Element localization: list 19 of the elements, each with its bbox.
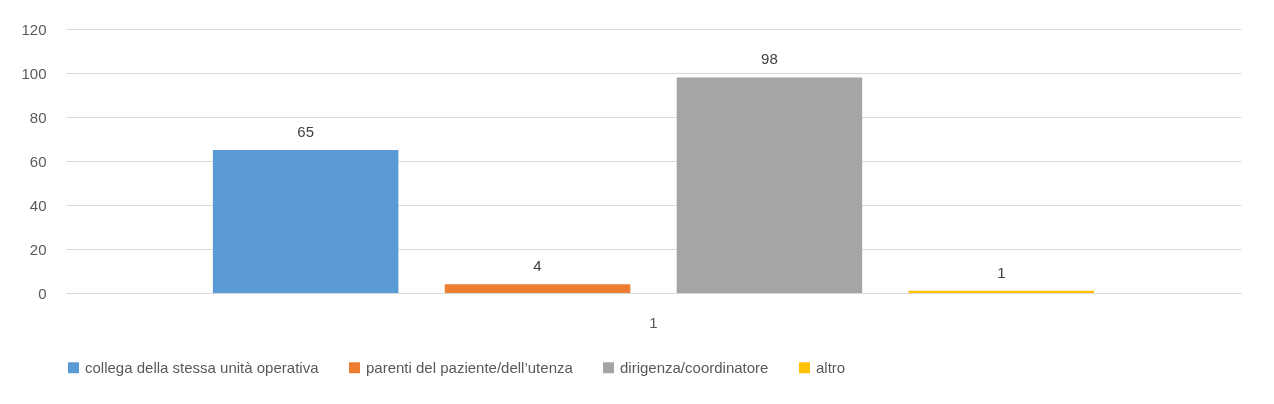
legend-label: dirigenza/coordinatore <box>620 358 769 376</box>
bar <box>676 77 863 293</box>
data-label: 65 <box>297 123 314 140</box>
y-tick-label: 0 <box>38 284 47 302</box>
legend-label: collega della stessa unità operativa <box>85 358 320 376</box>
y-tick-label: 80 <box>29 108 47 126</box>
data-label: 1 <box>997 263 1006 281</box>
legend-label: parenti del paziente/dell’utenza <box>366 358 574 376</box>
bar <box>908 290 1095 293</box>
data-label: 98 <box>761 50 778 68</box>
y-tick-label: 120 <box>21 20 47 38</box>
data-label: 4 <box>533 257 542 275</box>
y-tick-label: 20 <box>29 240 47 258</box>
y-tick-label: 40 <box>29 196 47 214</box>
legend-label: altro <box>816 358 846 376</box>
y-tick-label: 60 <box>29 152 47 170</box>
bar <box>212 150 399 293</box>
bar <box>444 284 631 293</box>
y-tick-label: 100 <box>21 64 47 82</box>
